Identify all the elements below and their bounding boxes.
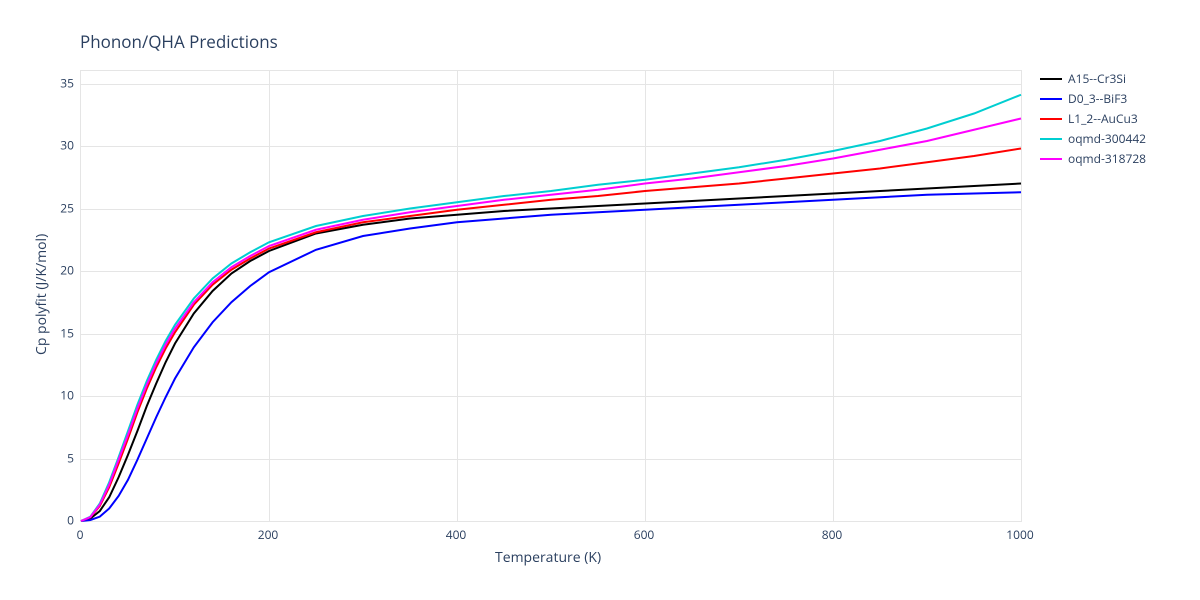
y-tick-label: 20 bbox=[52, 262, 74, 279]
legend-item[interactable]: oqmd-318728 bbox=[1040, 150, 1146, 167]
legend-swatch bbox=[1040, 98, 1062, 100]
legend-label: D0_3--BiF3 bbox=[1068, 90, 1127, 107]
x-tick-label: 800 bbox=[822, 526, 843, 543]
x-tick-label: 200 bbox=[258, 526, 279, 543]
y-tick-label: 5 bbox=[52, 449, 74, 466]
legend: A15--Cr3Si D0_3--BiF3 L1_2--AuCu3 oqmd-3004… bbox=[1040, 70, 1146, 170]
x-tick-label: 600 bbox=[634, 526, 655, 543]
x-tick-label: 0 bbox=[77, 526, 84, 543]
legend-item[interactable]: D0_3--BiF3 bbox=[1040, 90, 1146, 107]
x-axis-label: Temperature (K) bbox=[495, 548, 601, 567]
series-line[interactable] bbox=[81, 95, 1021, 521]
y-tick-label: 35 bbox=[52, 74, 74, 91]
x-tick-label: 1000 bbox=[1006, 526, 1033, 543]
x-tick-label: 400 bbox=[446, 526, 467, 543]
chart-title: Phonon/QHA Predictions bbox=[80, 30, 278, 53]
series-layer bbox=[81, 71, 1021, 521]
series-line[interactable] bbox=[81, 184, 1021, 522]
legend-item[interactable]: oqmd-300442 bbox=[1040, 130, 1146, 147]
legend-label: oqmd-318728 bbox=[1068, 150, 1146, 167]
legend-swatch bbox=[1040, 118, 1062, 120]
legend-item[interactable]: L1_2--AuCu3 bbox=[1040, 110, 1146, 127]
y-tick-label: 10 bbox=[52, 387, 74, 404]
legend-swatch bbox=[1040, 78, 1062, 80]
y-tick-label: 15 bbox=[52, 324, 74, 341]
y-tick-label: 25 bbox=[52, 199, 74, 216]
series-line[interactable] bbox=[81, 149, 1021, 522]
legend-swatch bbox=[1040, 138, 1062, 140]
chart-root: Phonon/QHA Predictions 02004006008001000… bbox=[0, 0, 1200, 600]
legend-label: A15--Cr3Si bbox=[1068, 70, 1126, 87]
y-tick-label: 30 bbox=[52, 137, 74, 154]
legend-item[interactable]: A15--Cr3Si bbox=[1040, 70, 1146, 87]
series-line[interactable] bbox=[81, 119, 1021, 522]
legend-label: L1_2--AuCu3 bbox=[1068, 110, 1138, 127]
legend-swatch bbox=[1040, 158, 1062, 160]
y-tick-label: 0 bbox=[52, 512, 74, 529]
series-line[interactable] bbox=[81, 192, 1021, 521]
plot-area bbox=[80, 70, 1022, 522]
y-axis-label: Cp polyfit (J/K/mol) bbox=[32, 234, 51, 355]
legend-label: oqmd-300442 bbox=[1068, 130, 1146, 147]
